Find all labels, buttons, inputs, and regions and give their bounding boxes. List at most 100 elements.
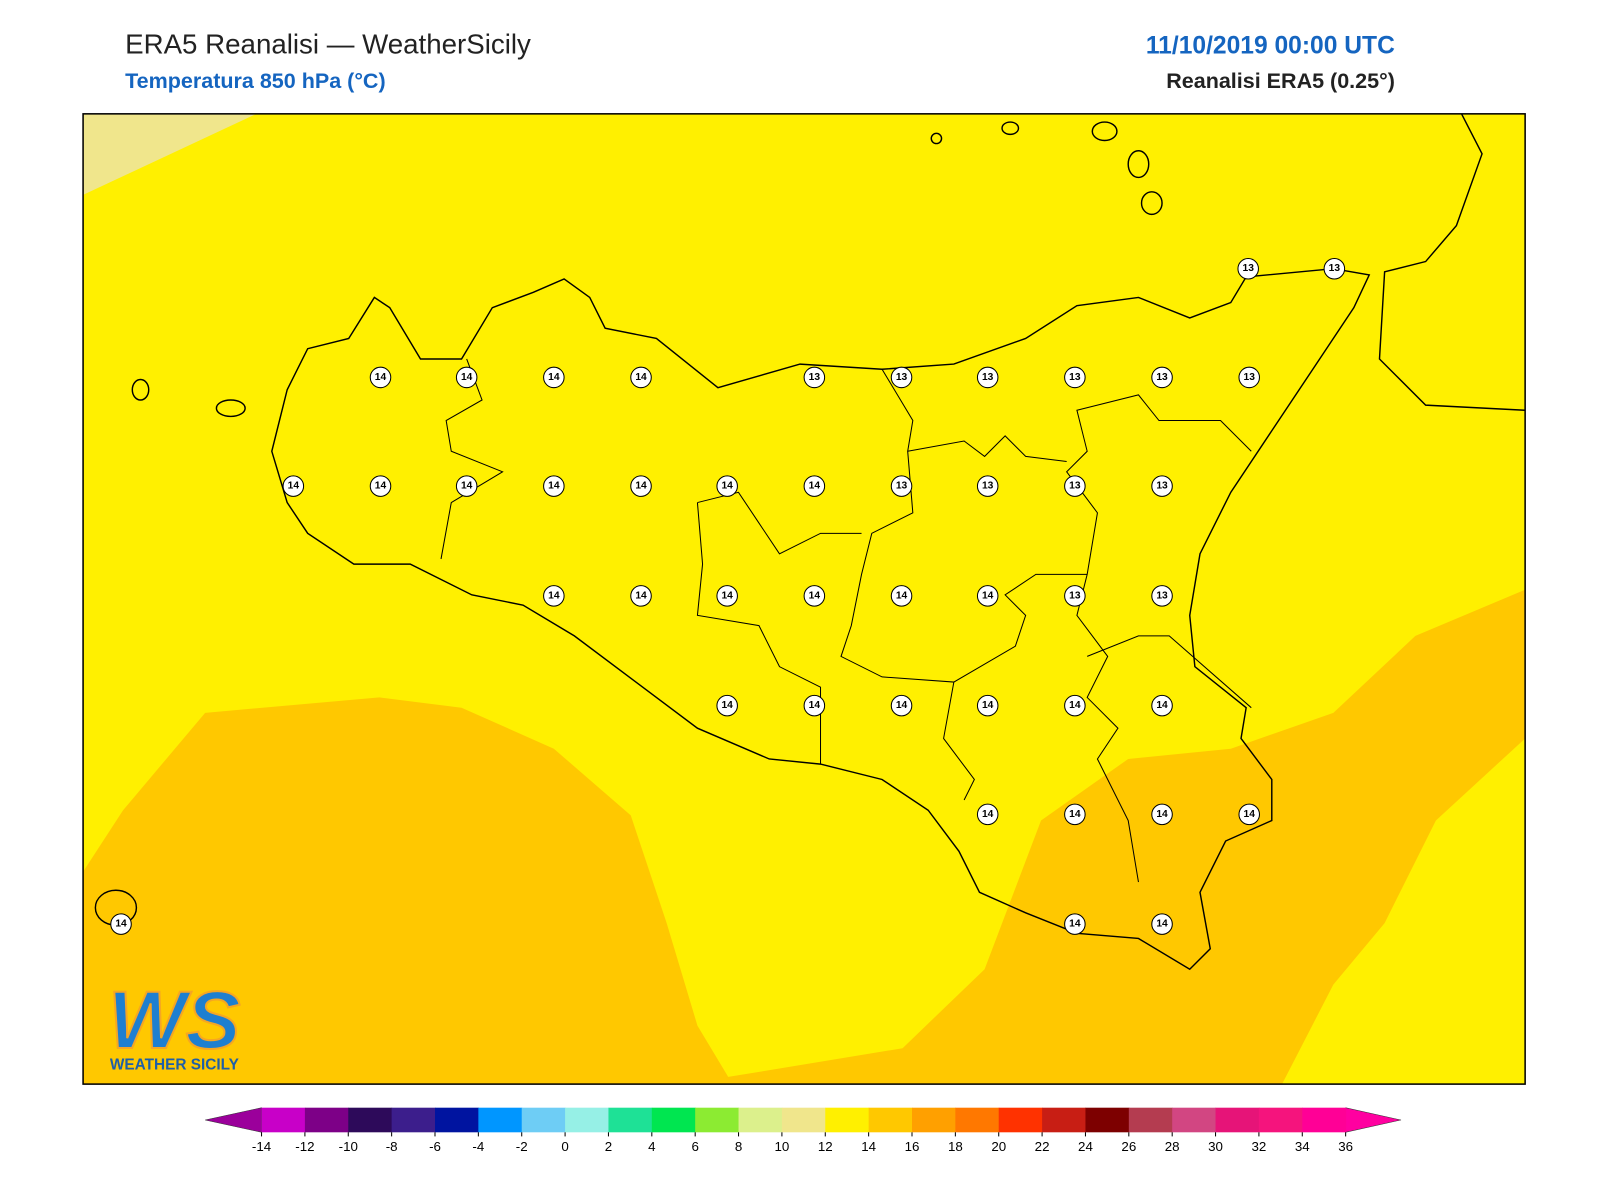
calabria-coast [1378, 113, 1526, 411]
station-marker [976, 475, 999, 497]
colorbar-bin [434, 1107, 479, 1133]
station-value: 13 [1243, 263, 1255, 274]
station-marker [1151, 475, 1173, 497]
colorbar-label: 32 [1251, 1139, 1266, 1154]
station-marker [976, 585, 999, 607]
station-value: 14 [809, 481, 821, 492]
station-value: 13 [896, 481, 908, 492]
colorbar-label: -2 [516, 1139, 528, 1154]
station-marker [543, 585, 565, 607]
station-marker [890, 475, 913, 497]
station-value: 14 [461, 481, 473, 492]
station-value: 14 [982, 590, 994, 601]
colorbar-bin [1085, 1107, 1130, 1133]
station-marker [1064, 694, 1086, 717]
island [930, 132, 943, 145]
station-marker [455, 366, 478, 389]
station-value: 14 [548, 481, 560, 492]
station-marker [976, 366, 999, 389]
station-value: 14 [375, 372, 387, 383]
station-value: 14 [1069, 809, 1081, 820]
station-marker [543, 475, 565, 497]
station-value: 14 [288, 481, 300, 492]
station-value: 14 [982, 809, 994, 820]
station-marker [716, 475, 738, 497]
colorbar-label: 4 [648, 1139, 656, 1154]
station-value: 14 [635, 481, 647, 492]
colorbar-bin [261, 1107, 306, 1133]
station-value: 13 [896, 372, 908, 383]
colorbar-label: -8 [386, 1139, 398, 1154]
map-frame [82, 113, 1526, 1085]
station-labels: 13 13 14 14 14 14 13 13 13 13 13 13 14 14 14 14 14 14 14 13… [110, 257, 1346, 935]
station-value: 13 [982, 372, 994, 383]
colorbar-label: 10 [774, 1139, 789, 1154]
colorbar-label: 34 [1295, 1139, 1310, 1154]
colorbar-label: 16 [905, 1139, 920, 1154]
station-marker [455, 475, 478, 497]
colorbar-label: -4 [472, 1139, 484, 1154]
station-value: 14 [1069, 700, 1081, 711]
station-marker [1323, 257, 1346, 280]
station-value: 13 [1069, 372, 1081, 383]
colorbar-under [205, 1107, 262, 1133]
station-marker [976, 803, 999, 826]
field-khaki [83, 113, 257, 195]
colorbar-label: 20 [991, 1139, 1006, 1154]
colorbar-bin [478, 1107, 523, 1133]
station-marker [630, 366, 652, 389]
colorbar-bin [391, 1107, 436, 1133]
station-marker [1238, 803, 1260, 826]
island [215, 399, 246, 418]
station-marker [1064, 803, 1086, 826]
colorbar-bin [738, 1107, 783, 1133]
station-marker [369, 475, 392, 497]
station-marker [1064, 913, 1086, 935]
colorbar-bin [1042, 1107, 1086, 1133]
colorbar-bin [998, 1107, 1043, 1133]
colorbar-label: 14 [861, 1139, 876, 1154]
colorbar-bin [825, 1107, 870, 1133]
colorbar-bin [1215, 1107, 1260, 1133]
station-marker [369, 366, 392, 389]
colorbar-label: 30 [1208, 1139, 1223, 1154]
colorbar-bin [868, 1107, 913, 1133]
colorbar-label: 24 [1078, 1139, 1093, 1154]
colorbar-bin [348, 1107, 393, 1133]
province-borders [440, 358, 1252, 883]
colorbar-bin [955, 1107, 1000, 1133]
colorbar-label: 36 [1338, 1139, 1353, 1154]
station-value: 14 [635, 372, 647, 383]
colorbar: -14 -12 -10 -8 -6 -4 -2 0 2 4 6 8 10 12 14 16 18 20 22 24 26… [205, 1107, 1402, 1154]
colorbar-bin [1172, 1107, 1217, 1133]
station-marker [1064, 585, 1086, 607]
station-value: 14 [548, 590, 560, 601]
station-marker [803, 475, 826, 497]
station-value: 14 [1069, 919, 1081, 930]
station-marker [890, 585, 913, 607]
station-value: 14 [721, 481, 733, 492]
station-marker [803, 585, 826, 607]
colorbar-bin [1128, 1107, 1173, 1133]
colorbar-bin [608, 1107, 653, 1133]
station-value: 13 [1156, 481, 1168, 492]
colorbar-over [1345, 1107, 1402, 1133]
station-value: 13 [1069, 590, 1081, 601]
island [131, 378, 150, 401]
station-value: 14 [721, 590, 733, 601]
title: ERA5 Reanalisi — WeatherSicily [125, 28, 531, 59]
colorbar-label: 18 [948, 1139, 963, 1154]
station-marker [803, 366, 826, 389]
station-value: 13 [982, 481, 994, 492]
station-value: 14 [982, 700, 994, 711]
colorbar-label: -14 [252, 1139, 272, 1154]
colorbar-label: -6 [429, 1139, 441, 1154]
station-marker [1064, 366, 1086, 389]
colorbar-label: 6 [691, 1139, 698, 1154]
station-marker [716, 694, 738, 717]
station-marker [1151, 803, 1173, 826]
station-value: 14 [1156, 809, 1168, 820]
colorbar-label: -10 [339, 1139, 358, 1154]
